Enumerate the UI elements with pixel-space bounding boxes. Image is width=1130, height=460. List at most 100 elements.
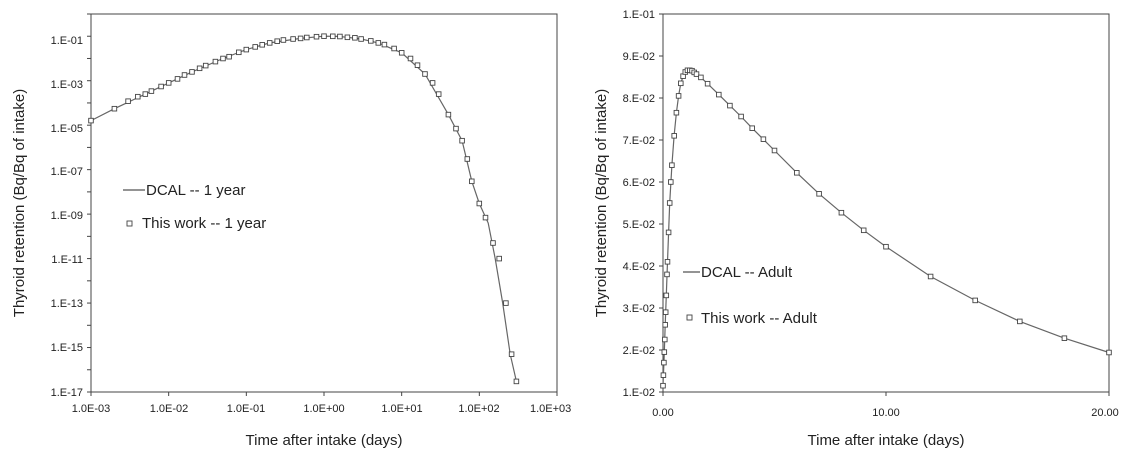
left-x-tick-label: 1.0E+02: [458, 403, 499, 415]
right-data-point: [671, 133, 677, 139]
right-data-point: [678, 80, 684, 87]
left-y-tick-label: 1.E-07: [51, 166, 83, 178]
left-data-point: [459, 137, 465, 144]
left-data-point: [135, 93, 141, 100]
left-data-point: [181, 72, 188, 78]
left-data-point: [398, 50, 405, 56]
right-data-point: [693, 71, 700, 77]
right-data-point: [727, 102, 733, 109]
left-data-point: [266, 40, 273, 46]
right-data-point: [673, 109, 680, 116]
right-y-tick-label: 1.E-01: [623, 9, 655, 21]
right-data-point: [860, 227, 867, 234]
right-y-tick-label: 2.E-02: [623, 345, 655, 357]
left-data-point: [226, 53, 232, 60]
left-data-point: [189, 69, 195, 75]
right-data-point: [669, 162, 675, 168]
left-chart: 1.E-01 1.E-03 1.E-05 1.E-07 1.E-09 1.E-1…: [11, 13, 571, 449]
right-data-point: [661, 359, 667, 366]
left-data-point: [482, 214, 489, 221]
left-data-point: [259, 42, 265, 48]
left-data-point: [174, 76, 181, 82]
left-y-tick-label: 1.E-01: [51, 35, 83, 47]
right-y-tick-label: 6.E-02: [623, 177, 655, 189]
left-y-axis-title: Thyroid retention (Bq/Bq of intake): [11, 89, 28, 317]
right-data-point: [1061, 335, 1068, 341]
left-data-point: [148, 88, 155, 94]
right-data-point: [760, 136, 767, 142]
left-marker-layer: [88, 33, 520, 385]
left-data-point: [381, 41, 388, 48]
left-data-point: [503, 300, 509, 306]
left-y-tick-label: 1.E-15: [51, 342, 83, 354]
left-data-point: [304, 34, 310, 41]
left-data-point: [490, 240, 496, 246]
right-data-point: [665, 229, 672, 236]
left-data-point: [321, 33, 327, 39]
left-data-point: [496, 255, 502, 262]
left-data-point: [358, 36, 364, 42]
legend-label: DCAL -- Adult: [701, 264, 793, 281]
left-data-point: [252, 44, 258, 50]
right-data-point: [883, 243, 889, 250]
right-data-point: [664, 259, 671, 265]
left-data-point: [508, 351, 515, 357]
left-data-point: [313, 33, 320, 40]
left-data-point: [236, 49, 242, 56]
legend-label: This work -- 1 year: [142, 215, 266, 232]
right-data-point: [749, 125, 755, 131]
right-data-point: [927, 273, 934, 280]
right-data-point: [664, 271, 670, 278]
left-y-tick-label: 1.E-03: [51, 79, 83, 91]
right-y-tick-label: 7.E-02: [623, 135, 655, 147]
left-data-point: [274, 38, 280, 44]
left-x-axis-title: Time after intake (days): [246, 432, 403, 449]
left-data-point: [158, 83, 164, 90]
left-data-point: [165, 80, 172, 86]
left-y-tick-label: 1.E-05: [51, 123, 83, 135]
left-data-point: [464, 156, 471, 162]
right-data-point: [662, 322, 668, 328]
right-y-tick-labels: 1.E-01 9.E-02 8.E-02 7.E-02 6.E-02 5.E-0…: [623, 9, 655, 399]
left-data-point: [407, 55, 414, 62]
right-data-point: [972, 297, 978, 304]
left-data-point: [111, 105, 118, 112]
left-x-tick-label: 1.0E+01: [381, 403, 422, 415]
left-data-point: [212, 58, 219, 65]
right-y-tick-label: 5.E-02: [623, 219, 655, 231]
left-data-point: [337, 33, 343, 40]
left-x-tick-label: 1.0E+00: [303, 403, 344, 415]
right-data-point: [675, 93, 682, 99]
right-x-tick-label: 0.00: [652, 407, 673, 419]
left-data-point: [375, 40, 382, 46]
right-data-point: [704, 80, 711, 87]
right-axis-ticks: [659, 13, 1110, 396]
left-data-point: [422, 71, 428, 77]
right-data-point: [660, 372, 667, 378]
left-data-point: [445, 111, 452, 118]
left-data-point: [513, 378, 520, 385]
left-data-point: [202, 62, 209, 69]
right-data-point: [698, 74, 704, 81]
left-data-point: [352, 35, 358, 41]
left-data-point: [453, 125, 459, 132]
left-data-point: [344, 34, 351, 41]
right-data-point: [1106, 349, 1112, 356]
left-y-tick-labels: 1.E-01 1.E-03 1.E-05 1.E-07 1.E-09 1.E-1…: [51, 35, 83, 399]
left-data-point: [290, 36, 296, 42]
right-data-point: [1017, 318, 1023, 325]
right-legend: DCAL -- Adult This work -- Adult: [683, 264, 818, 327]
left-data-point: [220, 55, 226, 62]
right-data-point: [716, 91, 722, 98]
right-data-point: [668, 179, 674, 185]
right-x-tick-label: 10.00: [872, 407, 900, 419]
right-x-tick-labels: 0.00 10.00 20.00: [652, 407, 1118, 419]
left-data-point: [469, 178, 475, 185]
left-data-point: [429, 80, 436, 86]
left-plot-frame: [90, 13, 558, 393]
right-marker-layer: [660, 67, 1112, 389]
left-data-point: [368, 38, 374, 44]
right-chart: 1.E-01 9.E-02 8.E-02 7.E-02 6.E-02 5.E-0…: [593, 9, 1119, 449]
